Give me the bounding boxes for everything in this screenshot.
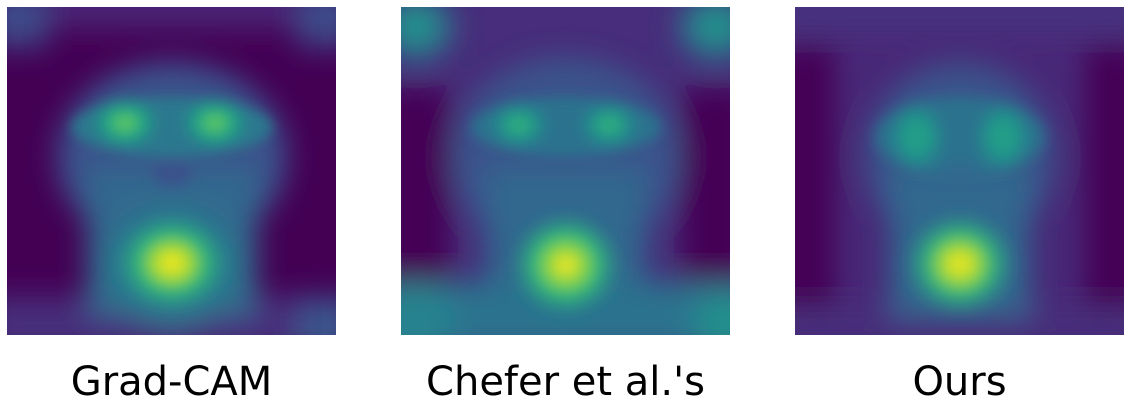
- ours-heatmap-image: [795, 7, 1124, 335]
- gradcam-heatmap-image: [7, 7, 336, 335]
- heatmap-panel-ours: [795, 7, 1124, 335]
- caption-gradcam: Grad-CAM: [70, 359, 273, 405]
- caption-chefer: Chefer et al.'s: [426, 359, 705, 405]
- chefer-heatmap-image: [401, 7, 730, 335]
- caption-ours: Ours: [912, 359, 1007, 405]
- heatmap-panel-gradcam: [7, 7, 336, 335]
- heatmap-panel-chefer: [401, 7, 730, 335]
